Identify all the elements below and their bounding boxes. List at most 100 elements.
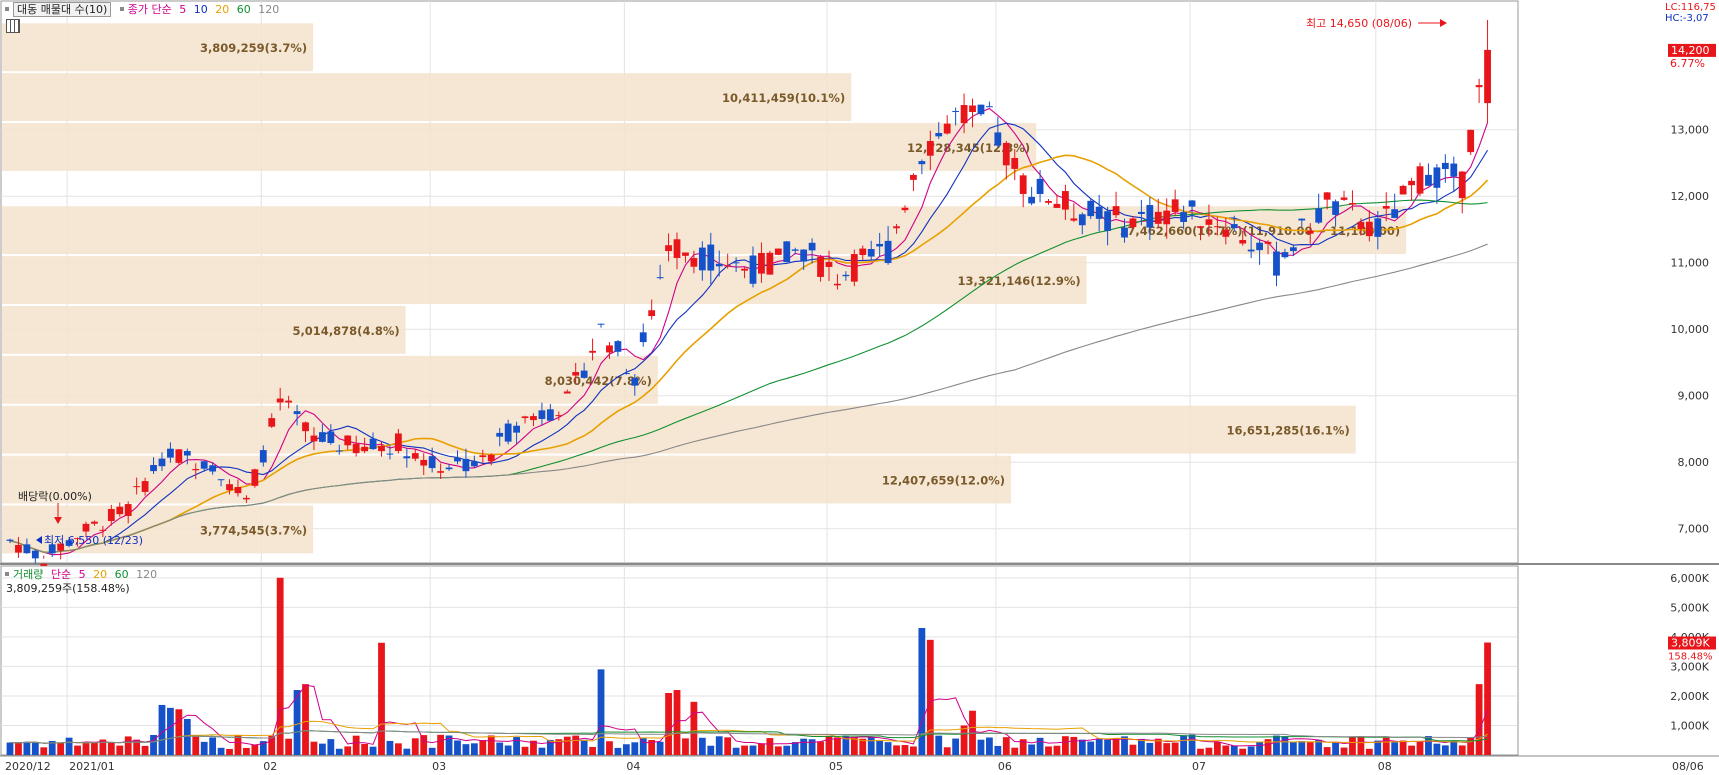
volume-bar xyxy=(808,739,816,755)
candle xyxy=(1484,49,1491,104)
volume-bar xyxy=(631,742,639,755)
volume-bar xyxy=(960,725,968,755)
volume-bar xyxy=(65,737,73,755)
volume-bar xyxy=(192,736,200,755)
candle xyxy=(6,539,14,541)
volume-bar xyxy=(107,742,115,755)
ma-period-60[interactable]: 60 xyxy=(236,3,251,16)
price-tag-box xyxy=(1668,43,1716,57)
candle xyxy=(952,110,960,112)
grid-icon[interactable] xyxy=(6,19,20,33)
volume-bar xyxy=(1349,737,1356,755)
volume-bar xyxy=(977,739,985,755)
volume-bar xyxy=(1137,738,1145,755)
candle xyxy=(1475,85,1483,88)
legend-marker-icon xyxy=(119,7,124,11)
volume-bar xyxy=(1070,736,1078,755)
candle xyxy=(622,373,630,375)
ma-period-10[interactable]: 10 xyxy=(193,3,208,16)
price-tick-label: 9,000 xyxy=(1678,390,1710,403)
vol-ma-period-5[interactable]: 5 xyxy=(78,568,86,581)
candle xyxy=(394,433,402,452)
volume-bar xyxy=(766,738,774,755)
candle xyxy=(546,409,554,421)
candle xyxy=(1416,166,1424,194)
volume-profile-label: 8,030,442(7.8%) xyxy=(545,374,652,388)
time-tick-label: 03 xyxy=(432,760,446,773)
high-arrow-head xyxy=(1440,19,1447,27)
volume-bar xyxy=(1273,735,1280,755)
volume-profile-toggle-button[interactable]: 대동 매물대 수(10) xyxy=(13,2,112,17)
volume-bar xyxy=(834,737,841,755)
vol-ma-period-20[interactable]: 20 xyxy=(93,568,108,581)
dividend-annotation: 배당락(0.00%) xyxy=(18,490,92,503)
volume-bar xyxy=(1289,741,1297,755)
volume-bar xyxy=(1425,736,1432,755)
candle xyxy=(411,453,419,459)
vol-ma-period-60[interactable]: 60 xyxy=(114,568,129,581)
candle xyxy=(1264,241,1272,244)
ma-period-20[interactable]: 20 xyxy=(215,3,230,16)
volume-bar xyxy=(310,741,318,755)
volume-ma-label: 단순 xyxy=(50,568,72,581)
candle xyxy=(167,448,174,458)
candle xyxy=(606,345,613,353)
volume-bar xyxy=(791,742,799,755)
volume-panel xyxy=(0,565,1519,756)
candle xyxy=(665,245,672,252)
volume-bar xyxy=(1036,737,1044,755)
volume-bar xyxy=(48,740,56,755)
candle xyxy=(1163,210,1171,225)
volume-bar xyxy=(1298,741,1306,755)
candle xyxy=(1019,175,1027,194)
volume-bar xyxy=(276,577,284,755)
volume-bar xyxy=(496,742,504,755)
volume-bar xyxy=(572,735,580,755)
candle xyxy=(192,468,200,471)
volume-bar xyxy=(910,746,917,755)
candle xyxy=(496,432,504,437)
ma-period-5[interactable]: 5 xyxy=(179,3,187,16)
volume-bar xyxy=(530,740,537,755)
volume-profile-label: 3,809,259(3.7%) xyxy=(200,41,307,55)
volume-bar xyxy=(1340,747,1348,755)
candle xyxy=(614,341,622,352)
volume-bar xyxy=(884,742,892,755)
volume-bar xyxy=(1484,642,1491,755)
candle xyxy=(817,256,824,277)
volume-bar xyxy=(682,738,689,755)
volume-bar xyxy=(673,690,681,755)
volume-bar xyxy=(1264,739,1272,755)
volume-bar xyxy=(1061,736,1069,755)
candle xyxy=(1374,218,1382,237)
candle xyxy=(1188,200,1196,207)
volume-bar xyxy=(124,736,132,755)
candle xyxy=(1399,185,1407,195)
candle xyxy=(183,451,191,456)
price-tick-label: 11,000 xyxy=(1671,257,1710,270)
candle xyxy=(200,461,208,469)
candle xyxy=(48,544,56,554)
candle xyxy=(749,255,757,284)
candle xyxy=(1171,199,1179,212)
volume-ma-5-line xyxy=(9,684,1489,747)
volume-profile-bar xyxy=(2,73,852,122)
candle xyxy=(969,105,976,113)
volume-ma-120-line xyxy=(9,730,1488,744)
volume-bar xyxy=(150,734,157,755)
volume-bar xyxy=(1045,746,1052,755)
candle xyxy=(589,350,596,353)
volume-bar xyxy=(209,737,217,755)
volume-bar xyxy=(741,745,748,755)
vol-ma-period-120[interactable]: 120 xyxy=(136,568,158,581)
candle xyxy=(361,446,369,452)
candle xyxy=(487,454,495,462)
volume-tick-label: 6,000K xyxy=(1670,572,1709,585)
candle xyxy=(766,252,774,275)
volume-bar xyxy=(1239,748,1247,755)
volume-profile-label: 16,651,285(16.1%) xyxy=(1227,424,1350,438)
volume-bar xyxy=(99,739,107,755)
ma-120-line xyxy=(9,243,1488,553)
ma-period-120[interactable]: 120 xyxy=(258,3,280,16)
